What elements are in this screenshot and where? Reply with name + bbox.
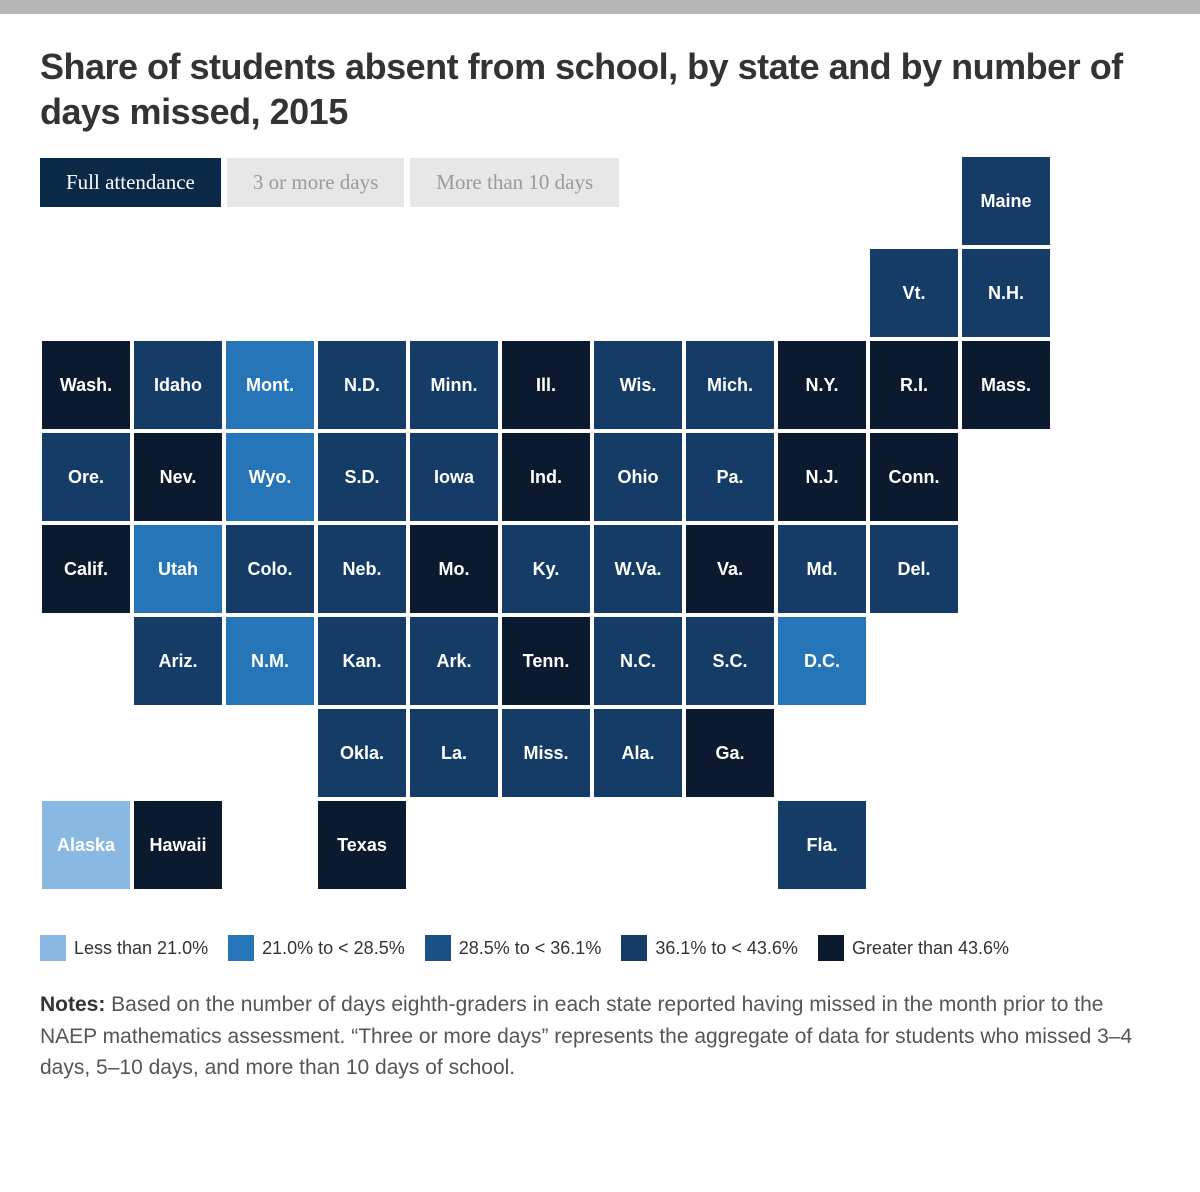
- state-tile-mich[interactable]: Mich.: [684, 339, 776, 431]
- state-tile-ny[interactable]: N.Y.: [776, 339, 868, 431]
- state-tile-mass[interactable]: Mass.: [960, 339, 1052, 431]
- state-tile-nd[interactable]: N.D.: [316, 339, 408, 431]
- state-tile-okla[interactable]: Okla.: [316, 707, 408, 799]
- legend-label: 21.0% to < 28.5%: [262, 938, 405, 959]
- state-tile-ala[interactable]: Ala.: [592, 707, 684, 799]
- state-tile-sc[interactable]: S.C.: [684, 615, 776, 707]
- state-tile-tenn[interactable]: Tenn.: [500, 615, 592, 707]
- legend-label: 28.5% to < 36.1%: [459, 938, 602, 959]
- state-tile-miss[interactable]: Miss.: [500, 707, 592, 799]
- footnote-text: Based on the number of days eighth-grade…: [40, 993, 1132, 1079]
- state-tile-ind[interactable]: Ind.: [500, 431, 592, 523]
- state-tile-nev[interactable]: Nev.: [132, 431, 224, 523]
- state-tile-maine[interactable]: Maine: [960, 155, 1052, 247]
- state-tile-utah[interactable]: Utah: [132, 523, 224, 615]
- legend-swatch: [818, 935, 844, 961]
- state-tile-wyo[interactable]: Wyo.: [224, 431, 316, 523]
- state-tile-mont[interactable]: Mont.: [224, 339, 316, 431]
- state-tile-ark[interactable]: Ark.: [408, 615, 500, 707]
- footnote: Notes: Based on the number of days eight…: [40, 989, 1160, 1084]
- legend-label: Less than 21.0%: [74, 938, 208, 959]
- state-tile-la[interactable]: La.: [408, 707, 500, 799]
- legend-label: 36.1% to < 43.6%: [655, 938, 798, 959]
- state-tile-nj[interactable]: N.J.: [776, 431, 868, 523]
- state-tile-wash[interactable]: Wash.: [40, 339, 132, 431]
- state-tile-pa[interactable]: Pa.: [684, 431, 776, 523]
- state-tile-iowa[interactable]: Iowa: [408, 431, 500, 523]
- state-tile-ky[interactable]: Ky.: [500, 523, 592, 615]
- tab-full-attendance[interactable]: Full attendance: [40, 158, 221, 207]
- state-tile-ohio[interactable]: Ohio: [592, 431, 684, 523]
- state-tile-md[interactable]: Md.: [776, 523, 868, 615]
- state-tile-conn[interactable]: Conn.: [868, 431, 960, 523]
- state-tile-dc[interactable]: D.C.: [776, 615, 868, 707]
- legend-item: 36.1% to < 43.6%: [621, 935, 798, 961]
- state-tile-minn[interactable]: Minn.: [408, 339, 500, 431]
- state-tile-kan[interactable]: Kan.: [316, 615, 408, 707]
- state-tile-fla[interactable]: Fla.: [776, 799, 868, 891]
- legend-label: Greater than 43.6%: [852, 938, 1009, 959]
- legend-item: Less than 21.0%: [40, 935, 208, 961]
- footnote-label: Notes:: [40, 993, 105, 1016]
- chart-title: Share of students absent from school, by…: [40, 44, 1160, 134]
- state-tile-vt[interactable]: Vt.: [868, 247, 960, 339]
- state-tile-colo[interactable]: Colo.: [224, 523, 316, 615]
- legend-item: 28.5% to < 36.1%: [425, 935, 602, 961]
- legend-item: Greater than 43.6%: [818, 935, 1009, 961]
- state-tile-nm[interactable]: N.M.: [224, 615, 316, 707]
- state-tile-sd[interactable]: S.D.: [316, 431, 408, 523]
- state-tile-mo[interactable]: Mo.: [408, 523, 500, 615]
- state-tile-grid: MaineVt.N.H.Wash.IdahoMont.N.D.Minn.Ill.…: [40, 215, 1160, 935]
- state-tile-neb[interactable]: Neb.: [316, 523, 408, 615]
- state-tile-hawaii[interactable]: Hawaii: [132, 799, 224, 891]
- color-legend: Less than 21.0% 21.0% to < 28.5% 28.5% to …: [40, 935, 1160, 961]
- tab-more-than-10-days[interactable]: More than 10 days: [410, 158, 619, 207]
- state-tile-ore[interactable]: Ore.: [40, 431, 132, 523]
- state-tile-calif[interactable]: Calif.: [40, 523, 132, 615]
- tab-3-or-more-days[interactable]: 3 or more days: [227, 158, 404, 207]
- legend-swatch: [228, 935, 254, 961]
- state-tile-ill[interactable]: Ill.: [500, 339, 592, 431]
- state-tile-ariz[interactable]: Ariz.: [132, 615, 224, 707]
- state-tile-va[interactable]: Va.: [684, 523, 776, 615]
- state-tile-nc[interactable]: N.C.: [592, 615, 684, 707]
- state-tile-alaska[interactable]: Alaska: [40, 799, 132, 891]
- state-tile-wis[interactable]: Wis.: [592, 339, 684, 431]
- state-tile-texas[interactable]: Texas: [316, 799, 408, 891]
- state-tile-wva[interactable]: W.Va.: [592, 523, 684, 615]
- state-tile-ri[interactable]: R.I.: [868, 339, 960, 431]
- state-tile-idaho[interactable]: Idaho: [132, 339, 224, 431]
- legend-swatch: [425, 935, 451, 961]
- state-tile-ga[interactable]: Ga.: [684, 707, 776, 799]
- legend-item: 21.0% to < 28.5%: [228, 935, 405, 961]
- top-accent-bar: [0, 0, 1200, 14]
- legend-swatch: [621, 935, 647, 961]
- chart-container: Share of students absent from school, by…: [0, 14, 1200, 1114]
- state-tile-nh[interactable]: N.H.: [960, 247, 1052, 339]
- legend-swatch: [40, 935, 66, 961]
- state-tile-del[interactable]: Del.: [868, 523, 960, 615]
